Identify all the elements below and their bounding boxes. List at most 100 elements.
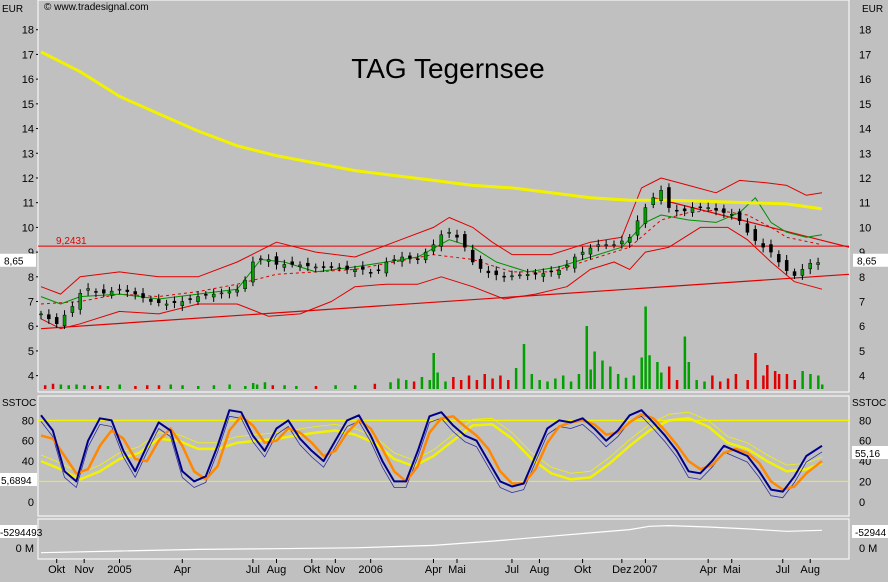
candle-body: [54, 317, 59, 325]
candle-body: [416, 258, 420, 261]
y-tick-label-left: 5: [28, 346, 34, 358]
volume-bar: [801, 371, 804, 389]
candle-body: [800, 269, 805, 276]
volume-bar: [538, 380, 541, 389]
volume-bar: [609, 366, 612, 389]
x-tick-label: Apr: [425, 564, 442, 576]
volume-bar: [169, 384, 173, 389]
candle-body: [596, 244, 601, 247]
volume-bar: [491, 378, 494, 389]
candle-body: [149, 298, 153, 302]
candle-body: [722, 208, 726, 213]
trend-line: [653, 197, 850, 248]
y-tick-label-right: 12: [859, 173, 871, 185]
candle-body: [259, 258, 263, 260]
candle-body: [557, 269, 561, 276]
volume-bar: [397, 378, 400, 389]
volume-bar: [817, 375, 820, 389]
stoch-tick-label-right: 80: [859, 415, 871, 427]
volume-bar: [593, 351, 596, 389]
candle-body: [274, 256, 279, 265]
candle-body: [298, 264, 302, 268]
copyright-text: © www.tradesignal.com: [44, 2, 149, 13]
candle-body: [290, 261, 294, 265]
volume-bar: [718, 381, 722, 389]
y-tick-label-left: 6: [28, 321, 34, 333]
obv-last-box-left: [0, 525, 37, 538]
y-tick-label-right: 13: [859, 148, 871, 160]
volume-bar: [157, 385, 161, 389]
x-tick-label: Apr: [700, 564, 717, 576]
candle-body: [70, 306, 75, 313]
last-price-box-left: [0, 253, 36, 267]
volume-bar: [793, 380, 797, 389]
volume-bar: [145, 385, 149, 389]
volume-bar: [244, 386, 247, 389]
candle-body: [266, 259, 271, 262]
bollinger-mid-line: [40, 209, 823, 305]
y-tick-label-left: 13: [22, 148, 34, 160]
stoch-fast-thin-line: [40, 415, 823, 499]
y-tick-label-left: 9: [28, 247, 34, 259]
right-unit-label: EUR: [862, 4, 883, 15]
candle-body: [345, 265, 349, 270]
volume-bar: [432, 353, 435, 389]
candle-body: [321, 266, 326, 268]
volume-bar: [452, 377, 455, 389]
candle-body: [714, 208, 718, 211]
stoch-tick-label-right: 40: [859, 456, 871, 468]
candle-body: [777, 254, 781, 263]
x-tick-label: Jul: [246, 564, 260, 576]
volume-bar: [412, 381, 416, 389]
volume-bar: [754, 353, 757, 389]
candle-body: [156, 299, 161, 304]
candle-body: [204, 294, 208, 296]
candle-body: [745, 223, 750, 233]
candle-body: [690, 207, 695, 213]
volume-bar: [134, 386, 137, 389]
volume-bar: [734, 374, 738, 389]
volume-bar: [314, 386, 318, 389]
volume-bar: [589, 369, 592, 389]
candle-body: [117, 288, 122, 291]
y-tick-label-left: 18: [22, 25, 34, 37]
volume-bar: [821, 384, 824, 389]
candle-body: [494, 270, 499, 276]
candle-body: [635, 220, 640, 236]
y-tick-label-right: 7: [859, 297, 865, 309]
volume-bar: [530, 374, 534, 389]
volume-bar: [656, 362, 659, 389]
obv-tick-label-left: 0 M: [16, 543, 34, 555]
x-tick-label: 2007: [633, 564, 657, 576]
y-tick-label-left: 15: [22, 99, 34, 111]
candle-body: [39, 313, 43, 316]
y-tick-label-right: 18: [859, 25, 871, 37]
y-tick-label-left: 14: [22, 124, 34, 136]
volume-bar: [746, 380, 749, 389]
y-tick-label-left: 17: [22, 49, 34, 61]
stoch-tick-label-left: 80: [22, 415, 34, 427]
volume-bar: [334, 385, 337, 389]
chart-title: TAG Tegernsee: [351, 53, 545, 84]
volume-bar: [295, 386, 298, 389]
volume-bar: [777, 374, 781, 389]
obv-last-value-left: -5294493: [0, 528, 43, 539]
candle-body: [478, 258, 483, 269]
candle-body: [706, 207, 710, 209]
candle-body: [400, 256, 404, 262]
x-tick-label: Mai: [723, 564, 741, 576]
candle-body: [643, 207, 648, 224]
volume-bar: [483, 374, 486, 389]
candle-body: [455, 234, 459, 238]
candle-body: [518, 274, 522, 277]
last-price-label-left: 8,65: [4, 257, 24, 268]
y-tick-label-right: 16: [859, 74, 871, 86]
volume-bar: [436, 372, 439, 389]
y-tick-label-left: 16: [22, 74, 34, 86]
volume-bar: [118, 384, 121, 389]
last-price-label-right: 8,65: [857, 257, 877, 268]
candle-body: [761, 243, 765, 248]
volume-bar: [373, 383, 377, 389]
stoch-tick-label-left: 0: [28, 497, 34, 509]
candle-body: [470, 249, 475, 263]
